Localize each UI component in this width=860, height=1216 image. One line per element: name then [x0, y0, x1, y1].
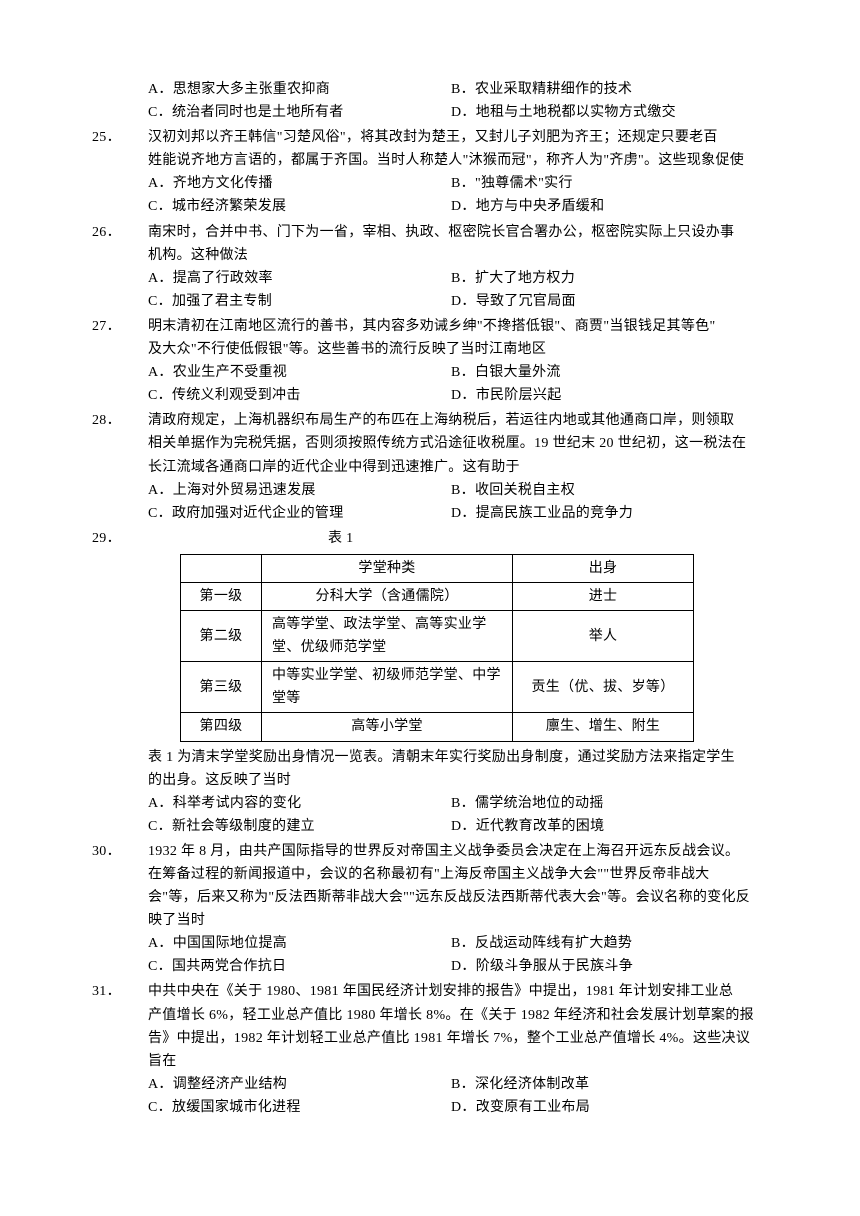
- q30-number: 30．: [120, 840, 148, 863]
- q25-option-a: A．齐地方文化传播: [148, 172, 451, 195]
- q24-option-b: B．农业采取精耕细作的技术: [451, 78, 754, 101]
- q28-option-a: A．上海对外贸易迅速发展: [148, 479, 451, 502]
- q28-option-c: C．政府加强对近代企业的管理: [148, 502, 451, 525]
- q31-option-c: C．放缓国家城市化进程: [148, 1096, 451, 1119]
- q25-stem-line2: 姓能说齐地方言语的，都属于齐国。当时人称楚人"沐猴而冠"，称齐人为"齐虏"。这些…: [120, 149, 754, 172]
- question-29: 29．表 1 学堂种类 出身 第一级 分科大学（含通儒院） 进士 第二级 高等学…: [120, 527, 754, 838]
- cell-status: 进士: [513, 582, 694, 610]
- question-31: 31．中共中央在《关于 1980、1981 年国民经济计划安排的报告》中提出，1…: [120, 980, 754, 1119]
- q29-option-a: A．科举考试内容的变化: [148, 792, 451, 815]
- q30-stem-line2: 在筹备过程的新闻报道中，会议的名称最初有"上海反帝国主义战争大会""世界反帝非战…: [120, 863, 754, 932]
- cell-type: 中等实业学堂、初级师范学堂、中学堂等: [262, 662, 513, 713]
- q26-number: 26．: [120, 221, 148, 244]
- question-30: 30．1932 年 8 月，由共产国际指导的世界反对帝国主义战争委员会决定在上海…: [120, 840, 754, 979]
- q26-option-b: B．扩大了地方权力: [451, 267, 754, 290]
- q27-number: 27．: [120, 315, 148, 338]
- q24-option-d: D．地租与土地税都以实物方式缴交: [451, 101, 754, 124]
- q26-option-a: A．提高了行政效率: [148, 267, 451, 290]
- q27-option-c: C．传统义利观受到冲击: [148, 384, 451, 407]
- q31-stem-line2: 产值增长 6%，轻工业总产值比 1980 年增长 8%。在《关于 1982 年经…: [120, 1004, 754, 1073]
- q31-option-b: B．深化经济体制改革: [451, 1073, 754, 1096]
- q29-option-b: B．儒学统治地位的动摇: [451, 792, 754, 815]
- q25-number: 25．: [120, 126, 148, 149]
- cell-level: 第二级: [181, 611, 262, 662]
- table-row: 第一级 分科大学（含通儒院） 进士: [181, 582, 694, 610]
- cell-level: 第一级: [181, 582, 262, 610]
- cell-status: 廪生、增生、附生: [513, 713, 694, 741]
- q30-option-a: A．中国国际地位提高: [148, 932, 451, 955]
- cell-level: 第四级: [181, 713, 262, 741]
- q28-stem-line2: 相关单据作为完税凭据，否则须按照传统方式沿途征收税厘。19 世纪末 20 世纪初…: [120, 432, 754, 478]
- q27-option-a: A．农业生产不受重视: [148, 361, 451, 384]
- q29-option-d: D．近代教育改革的困境: [451, 815, 754, 838]
- table-row: 第三级 中等实业学堂、初级师范学堂、中学堂等 贡生（优、拔、岁等）: [181, 662, 694, 713]
- q25-option-c: C．城市经济繁荣发展: [148, 195, 451, 218]
- q28-option-d: D．提高民族工业品的竞争力: [451, 502, 754, 525]
- q24-option-a: A．思想家大多主张重农抑商: [148, 78, 451, 101]
- q26-option-c: C．加强了君主专制: [148, 290, 451, 313]
- table-row: 第二级 高等学堂、政法学堂、高等实业学堂、优级师范学堂 举人: [181, 611, 694, 662]
- q28-number: 28．: [120, 409, 148, 432]
- cell-status: 举人: [513, 611, 694, 662]
- cell-level: 第三级: [181, 662, 262, 713]
- q25-option-d: D．地方与中央矛盾缓和: [451, 195, 754, 218]
- q29-after-line2: 的出身。这反映了当时: [120, 769, 754, 792]
- cell-type: 高等小学堂: [262, 713, 513, 741]
- q26-stem-line2: 机构。这种做法: [120, 244, 754, 267]
- question-26: 26．南宋时，合并中书、门下为一省，宰相、执政、枢密院长官合署办公，枢密院实际上…: [120, 221, 754, 313]
- cell-type: 高等学堂、政法学堂、高等实业学堂、优级师范学堂: [262, 611, 513, 662]
- q29-option-c: C．新社会等级制度的建立: [148, 815, 451, 838]
- q31-option-d: D．改变原有工业布局: [451, 1096, 754, 1119]
- q31-stem-line1: 中共中央在《关于 1980、1981 年国民经济计划安排的报告》中提出，1981…: [148, 984, 733, 999]
- q30-option-b: B．反战运动阵线有扩大趋势: [451, 932, 754, 955]
- q26-option-d: D．导致了冗官局面: [451, 290, 754, 313]
- cell-status: 贡生（优、拔、岁等）: [513, 662, 694, 713]
- q30-stem-line1: 1932 年 8 月，由共产国际指导的世界反对帝国主义战争委员会决定在上海召开远…: [148, 844, 739, 859]
- question-27: 27．明末清初在江南地区流行的善书，其内容多劝诫乡绅"不搀搭低银"、商贾"当银钱…: [120, 315, 754, 407]
- q31-option-a: A．调整经济产业结构: [148, 1073, 451, 1096]
- q26-stem-line1: 南宋时，合并中书、门下为一省，宰相、执政、枢密院长官合署办公，枢密院实际上只设办…: [148, 225, 734, 240]
- q27-stem-line2: 及大众"不行使低假银"等。这些善书的流行反映了当时江南地区: [120, 338, 754, 361]
- q29-after-line1: 表 1 为清末学堂奖励出身情况一览表。清朝末年实行奖励出身制度，通过奖励方法来指…: [120, 746, 754, 769]
- cell-type: 分科大学（含通儒院）: [262, 582, 513, 610]
- q27-stem-line1: 明末清初在江南地区流行的善书，其内容多劝诫乡绅"不搀搭低银"、商贾"当银钱足其等…: [148, 319, 715, 334]
- exam-page: A．思想家大多主张重农抑商 B．农业采取精耕细作的技术 C．统治者同时也是土地所…: [0, 0, 860, 1181]
- q29-table-caption: 表 1: [148, 531, 353, 546]
- q28-stem-line1: 清政府规定，上海机器织布局生产的布匹在上海纳税后，若运往内地或其他通商口岸，则领…: [148, 413, 734, 428]
- question-25: 25．汉初刘邦以齐王韩信"习楚风俗"，将其改封为楚王，又封儿子刘肥为齐王；还规定…: [120, 126, 754, 218]
- q30-option-c: C．国共两党合作抗日: [148, 955, 451, 978]
- question-28: 28．清政府规定，上海机器织布局生产的布匹在上海纳税后，若运往内地或其他通商口岸…: [120, 409, 754, 524]
- table-header-type: 学堂种类: [262, 554, 513, 582]
- table-header-row: 学堂种类 出身: [181, 554, 694, 582]
- q27-option-d: D．市民阶层兴起: [451, 384, 754, 407]
- table-header-status: 出身: [513, 554, 694, 582]
- q29-number: 29．: [120, 527, 148, 550]
- q25-stem-line1: 汉初刘邦以齐王韩信"习楚风俗"，将其改封为楚王，又封儿子刘肥为齐王；还规定只要老…: [148, 130, 718, 145]
- q25-option-b: B．"独尊儒术"实行: [451, 172, 754, 195]
- question-24-options: A．思想家大多主张重农抑商 B．农业采取精耕细作的技术 C．统治者同时也是土地所…: [120, 78, 754, 124]
- q31-number: 31．: [120, 980, 148, 1003]
- table-row: 第四级 高等小学堂 廪生、增生、附生: [181, 713, 694, 741]
- q29-table: 学堂种类 出身 第一级 分科大学（含通儒院） 进士 第二级 高等学堂、政法学堂、…: [180, 554, 694, 742]
- q30-option-d: D．阶级斗争服从于民族斗争: [451, 955, 754, 978]
- q24-option-c: C．统治者同时也是土地所有者: [148, 101, 451, 124]
- q27-option-b: B．白银大量外流: [451, 361, 754, 384]
- q28-option-b: B．收回关税自主权: [451, 479, 754, 502]
